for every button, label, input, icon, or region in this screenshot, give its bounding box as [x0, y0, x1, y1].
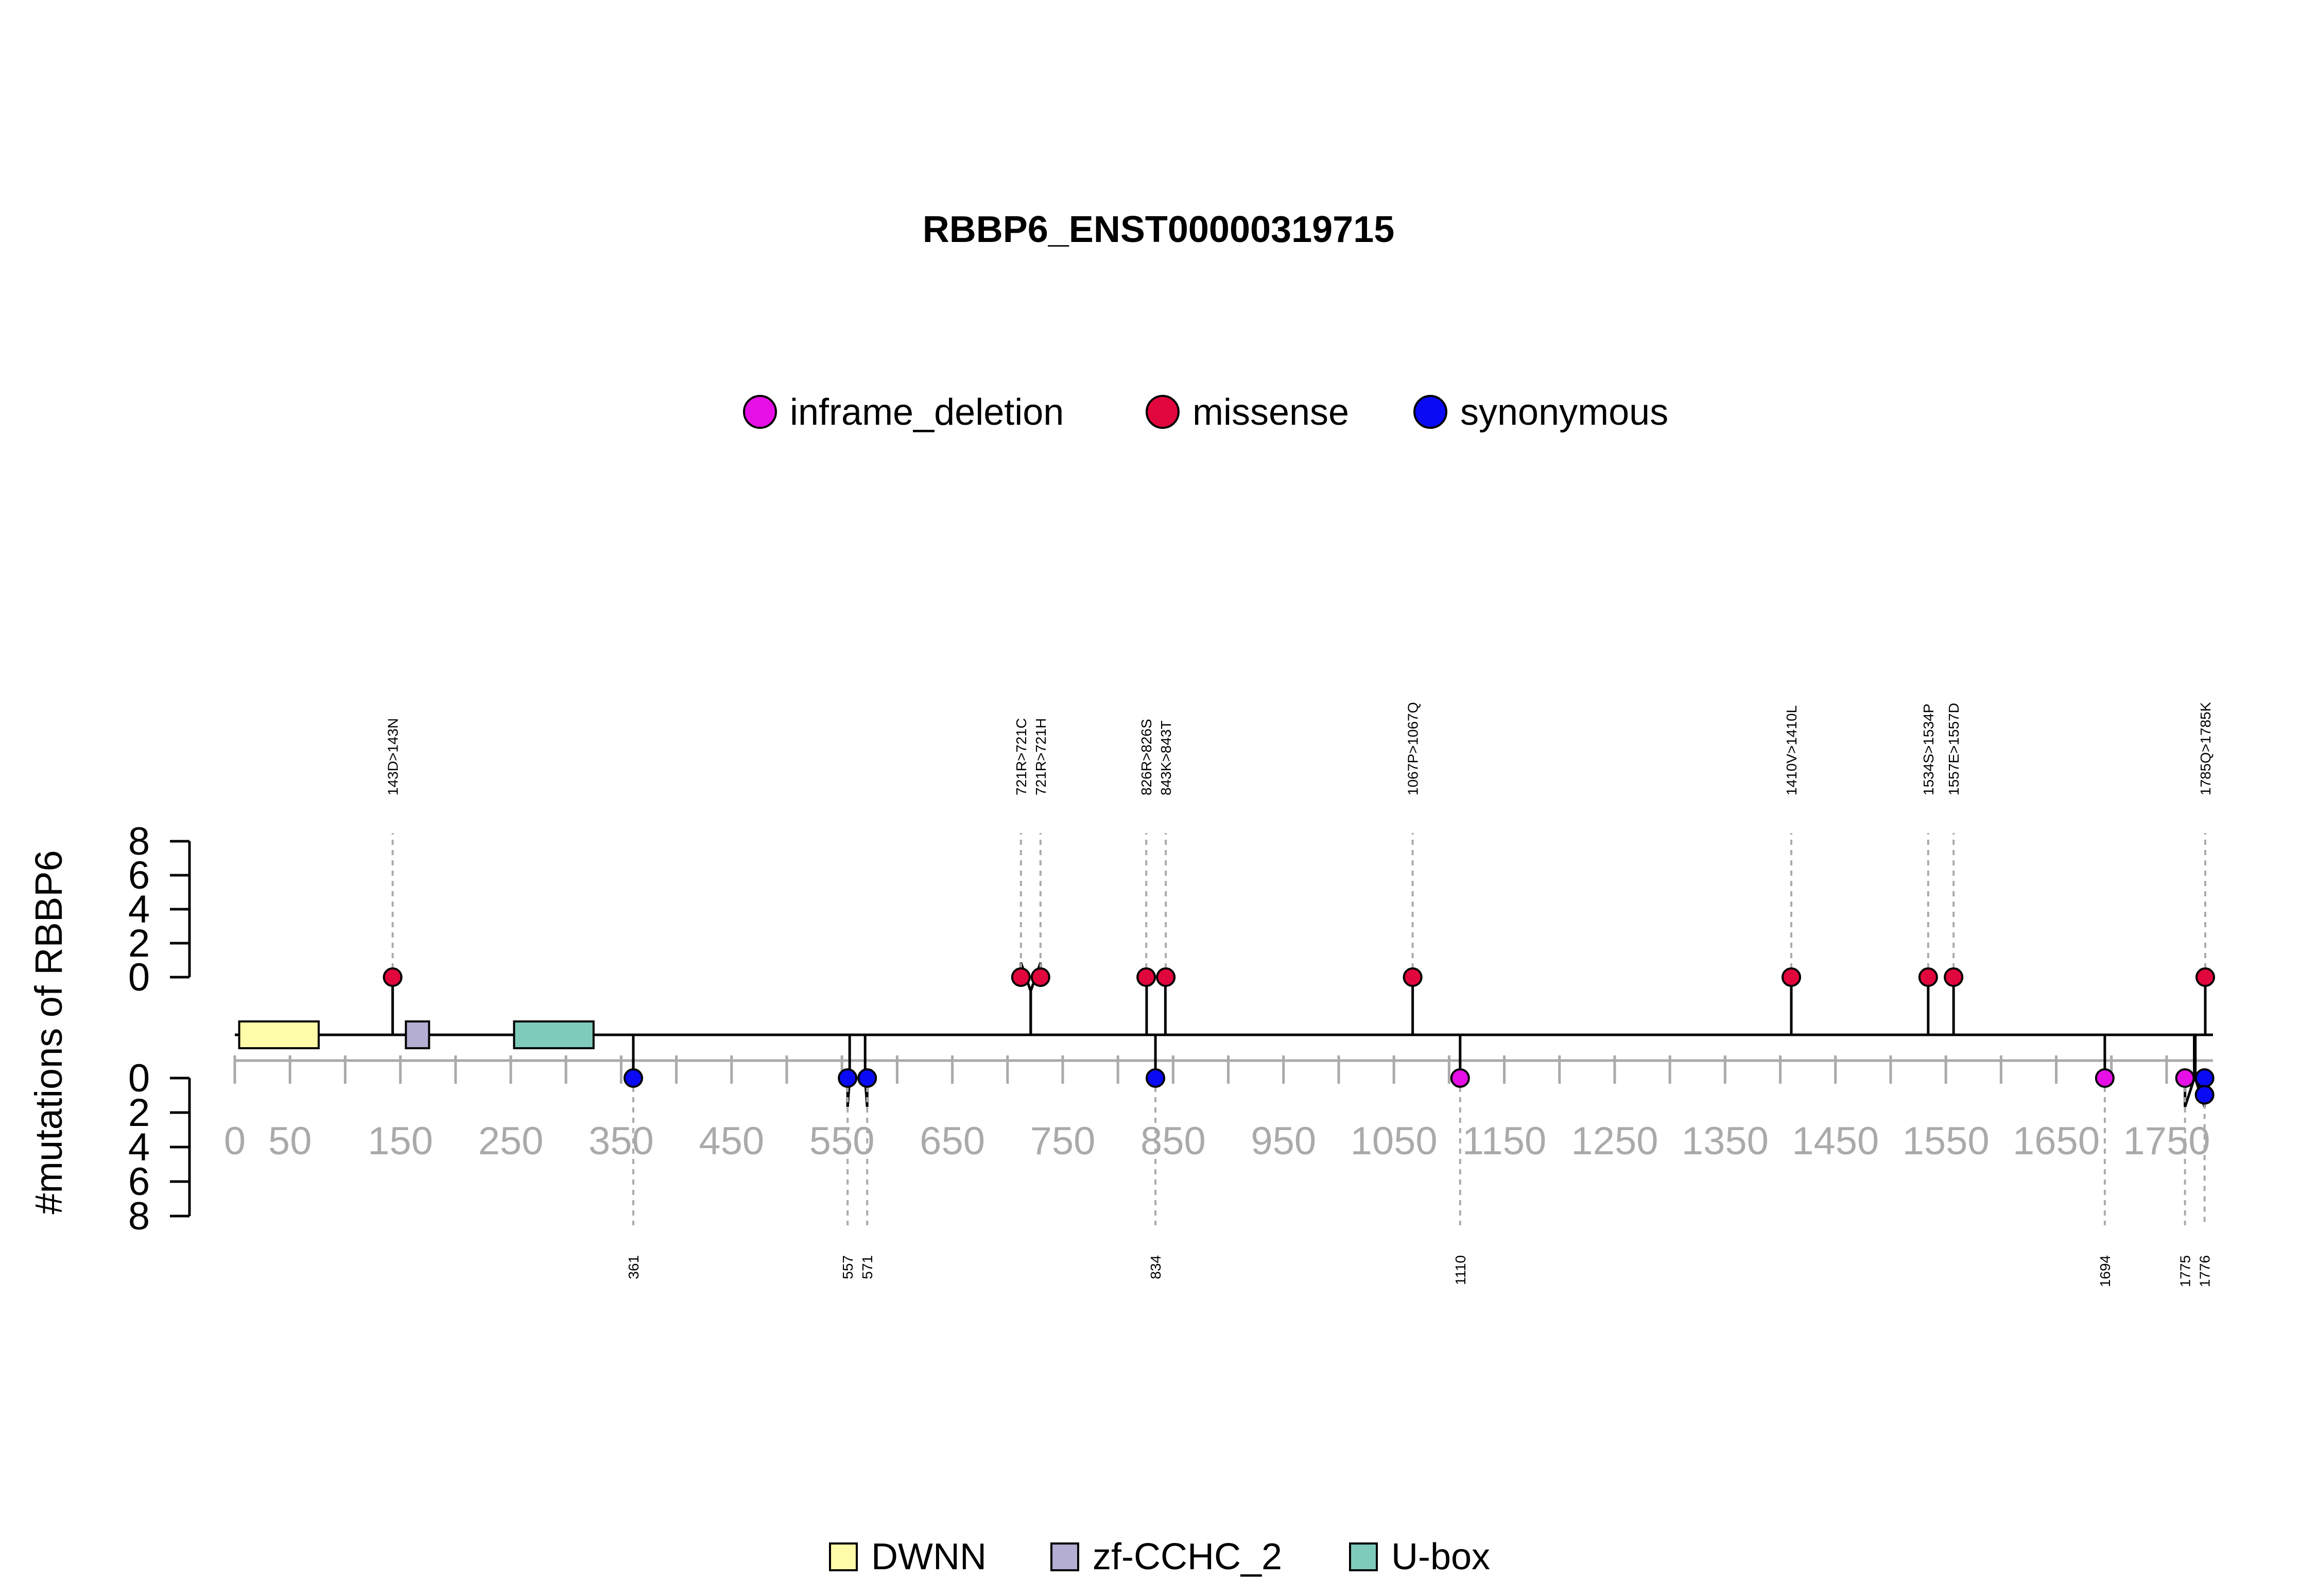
x-tick-label: 1750 [2123, 1119, 2210, 1163]
domain-legend-marker-U-box [1349, 1542, 1378, 1571]
x-tick-label: 1050 [1351, 1119, 1438, 1163]
mutation-label: 843K>843T [1158, 720, 1174, 795]
x-tick-label: 1450 [1792, 1119, 1879, 1163]
domain-legend-label-U-box: U-box [1391, 1536, 1490, 1577]
x-tick-label: 750 [1030, 1119, 1096, 1163]
lollipop-head-synonymous [1146, 1068, 1166, 1088]
lollipop-head-missense [383, 967, 403, 987]
y-bottom-tick-label: 2 [128, 1091, 150, 1135]
mutation-label: 143D>143N [385, 718, 401, 795]
domain-legend-label-zf-CCHC_2: zf-CCHC_2 [1093, 1536, 1282, 1577]
mutation-label: 826R>826S [1138, 719, 1154, 795]
y-top-tick-label: 0 [128, 956, 150, 999]
mutation-label: 1067P>1067Q [1405, 702, 1421, 795]
x-tick-label: 950 [1251, 1119, 1316, 1163]
mutation-label: 1110 [1453, 1255, 1468, 1285]
mutation-label: 571 [859, 1255, 875, 1279]
x-axis: 0 50 150 250 350 450 550 650 750 850 950 1050 1150 12… [224, 1055, 2213, 1163]
lollipop-head-missense [1030, 967, 1050, 987]
y-top-tick-label: 6 [128, 854, 150, 897]
x-tick-label: 250 [478, 1119, 544, 1163]
y-bottom-tick-label: 6 [128, 1160, 150, 1204]
x-tick-label: 150 [368, 1119, 433, 1163]
y-bottom-tick-label: 4 [128, 1125, 150, 1169]
x-tick-label: 1650 [2013, 1119, 2100, 1163]
legend-label-synonymous: synonymous [1460, 392, 1668, 433]
y-top-tick-label: 8 [128, 820, 150, 863]
lollipop-head-synonymous [857, 1068, 877, 1088]
lollipop-head-missense [1156, 967, 1176, 987]
mutation-legend: inframe_deletion missense synonymous [743, 392, 1668, 433]
x-tick-label: 1350 [1682, 1119, 1769, 1163]
top-mutations: 143D>143N 721R>721C 721R>721H 826R>826S 843K… [383, 702, 2215, 1035]
lollipop-stem [846, 1035, 851, 1107]
x-tick-label: 1150 [1462, 1119, 1546, 1163]
mutation-label: 1694 [2097, 1255, 2113, 1287]
mutation-label: 1410V>1410L [1784, 705, 1800, 795]
lollipop-head-inframe_deletion [2175, 1068, 2195, 1088]
y-top-tick-label: 2 [128, 922, 150, 965]
lollipop-head-missense [1136, 967, 1156, 987]
domain-legend: DWNN zf-CCHC_2 U-box [829, 1536, 1490, 1577]
y-top-tick-label: 4 [128, 888, 150, 931]
chart-title: RBBP6_ENST00000319715 [923, 209, 1395, 250]
x-tick-label: 1250 [1571, 1119, 1658, 1163]
lollipop-head-missense [1918, 967, 1938, 987]
legend-marker-inframe_deletion [743, 395, 777, 429]
mutation-label: 1776 [2197, 1255, 2213, 1287]
mutation-label: 1534S>1534P [1921, 704, 1936, 795]
mutation-label: 1785Q>1785K [2198, 702, 2214, 795]
x-tick-label: 450 [699, 1119, 764, 1163]
lollipop-head-synonymous [838, 1068, 858, 1088]
legend-marker-synonymous [1413, 395, 1447, 429]
lollipop-head-inframe_deletion [2095, 1068, 2115, 1088]
lollipop-stem [863, 1035, 869, 1107]
domain-legend-marker-zf-CCHC_2 [1050, 1542, 1079, 1571]
lollipop-head-missense [1782, 967, 1802, 987]
lollipop-head-missense [1944, 967, 1964, 987]
y-bottom-tick-label: 8 [128, 1194, 150, 1238]
lollipop-head-inframe_deletion [1450, 1068, 1470, 1088]
protein-domains [238, 1020, 595, 1049]
lollipop-head-missense [1403, 967, 1423, 987]
legend-marker-missense [1146, 395, 1180, 429]
mutation-label: 1557E>1557D [1946, 703, 1962, 795]
bottom-mutations: 361 557 571 834 1110 1694 1775 1776 [623, 1035, 2215, 1287]
lollipop-head-missense [1011, 967, 1031, 987]
lollipop-head-missense [2195, 967, 2215, 987]
x-tick-label: 650 [920, 1119, 985, 1163]
y-axis-label: #mutations of RBBP6 [27, 850, 70, 1214]
legend-label-missense: missense [1192, 392, 1349, 433]
x-tick-label: 1550 [1903, 1119, 1990, 1163]
domain-legend-label-DWNN: DWNN [871, 1536, 987, 1577]
legend-label-inframe_deletion: inframe_deletion [790, 392, 1064, 433]
domain-legend-marker-DWNN [829, 1542, 858, 1571]
x-tick-label: 550 [809, 1119, 875, 1163]
x-tick-label: 0 [224, 1119, 246, 1163]
mutation-label: 721R>721C [1013, 718, 1029, 795]
domain-DWNN [238, 1020, 320, 1049]
mutation-label: 557 [840, 1255, 856, 1279]
x-tick-label: 850 [1140, 1119, 1206, 1163]
lollipop-head-synonymous [2194, 1068, 2215, 1088]
domain-zf-CCHC_2 [405, 1020, 430, 1049]
mutation-label: 361 [626, 1255, 642, 1279]
x-tick-label: 350 [589, 1119, 654, 1163]
domain-U-box [513, 1020, 595, 1049]
x-tick-label: 50 [268, 1119, 312, 1163]
lollipop-head-synonymous [2194, 1085, 2215, 1105]
lollipop-head-synonymous [623, 1068, 643, 1088]
mutation-label: 834 [1148, 1255, 1164, 1279]
mutation-label: 721R>721H [1033, 718, 1049, 795]
mutation-label: 1775 [2177, 1255, 2193, 1287]
y-bottom-tick-label: 0 [128, 1056, 150, 1100]
